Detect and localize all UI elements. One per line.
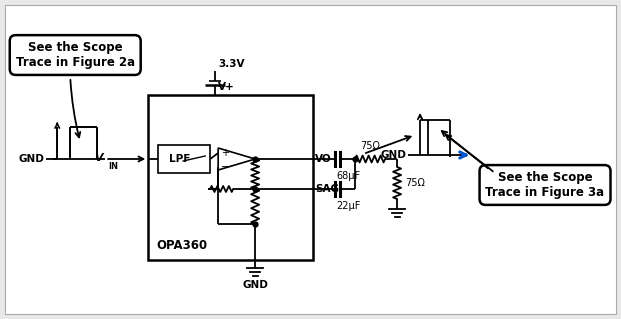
Text: 22μF: 22μF xyxy=(336,201,361,211)
Text: LPF: LPF xyxy=(170,154,191,164)
Bar xyxy=(158,145,210,173)
Text: OPA360: OPA360 xyxy=(156,239,207,252)
Text: 75Ω: 75Ω xyxy=(360,141,380,151)
Text: GND: GND xyxy=(19,154,44,164)
Text: VO: VO xyxy=(315,154,332,164)
Text: 3.3V: 3.3V xyxy=(218,59,245,69)
Text: IN: IN xyxy=(108,162,118,171)
Text: GND: GND xyxy=(242,280,268,290)
Text: See the Scope
Trace in Figure 3a: See the Scope Trace in Figure 3a xyxy=(486,171,605,199)
Text: +: + xyxy=(221,148,229,158)
Text: See the Scope
Trace in Figure 2a: See the Scope Trace in Figure 2a xyxy=(16,41,135,69)
Bar xyxy=(148,95,313,260)
Polygon shape xyxy=(218,148,255,170)
Text: SAG: SAG xyxy=(315,184,339,194)
Text: −: − xyxy=(221,162,229,172)
Text: 75Ω: 75Ω xyxy=(405,178,425,188)
Text: 68μF: 68μF xyxy=(336,171,360,181)
Text: V: V xyxy=(94,153,103,163)
Text: GND: GND xyxy=(380,150,406,160)
Text: V+: V+ xyxy=(218,82,235,92)
